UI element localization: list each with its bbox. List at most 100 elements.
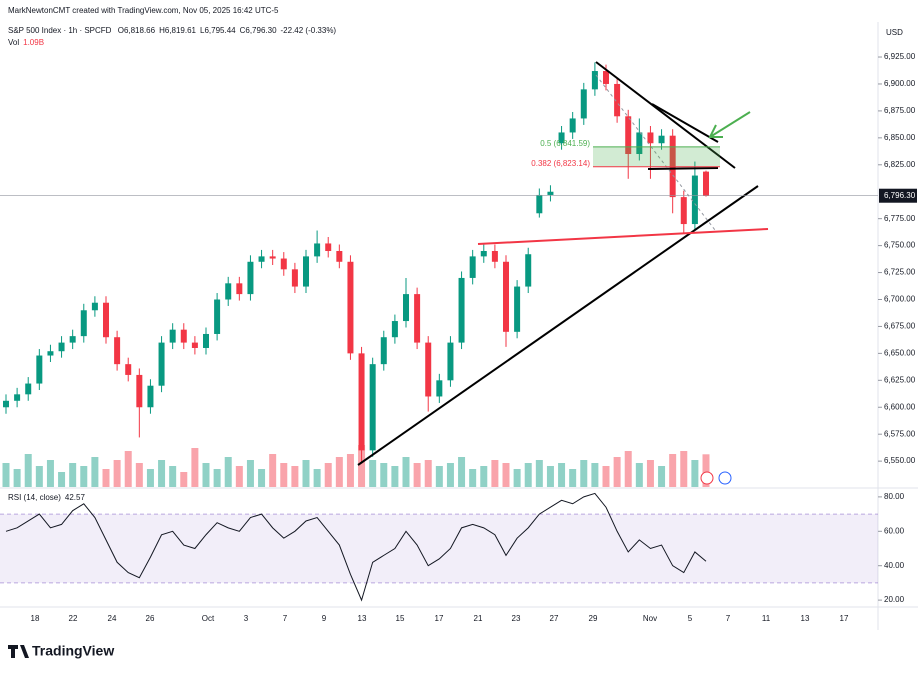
- candle-body: [336, 250, 343, 262]
- candle-body: [380, 337, 387, 365]
- volume-bar: [558, 463, 566, 487]
- volume-bar: [235, 466, 243, 487]
- rsi-tick-label: 60.00: [884, 526, 905, 535]
- ohlc-value: 6,796.30: [245, 26, 277, 35]
- candle-body: [225, 283, 232, 300]
- volume-bar: [402, 457, 410, 487]
- rsi-tick-label: 80.00: [884, 492, 905, 501]
- x-tick-label: 23: [512, 614, 521, 623]
- event-icon[interactable]: [700, 471, 714, 485]
- x-tick-label: 29: [589, 614, 598, 623]
- x-tick-label: 13: [801, 614, 810, 623]
- candle-body: [547, 191, 554, 195]
- candle-body: [325, 243, 332, 251]
- volume-bar: [302, 460, 310, 487]
- volume-legend: Vol 1.09B: [8, 38, 44, 47]
- volume-bar: [158, 460, 166, 487]
- candle-body: [258, 256, 265, 262]
- x-tick-label: Oct: [202, 614, 215, 623]
- candle-body: [25, 383, 32, 395]
- volume-bar: [35, 466, 43, 487]
- volume-bar: [146, 469, 154, 487]
- candle-body: [303, 256, 309, 287]
- volume-bar: [380, 463, 388, 487]
- rsi-tick-label: 40.00: [884, 561, 905, 570]
- volume-bar: [435, 466, 443, 487]
- y-tick-label: 6,675.00: [884, 322, 916, 331]
- volume-bar: [702, 454, 710, 487]
- volume-bar: [646, 460, 654, 487]
- candle-body: [703, 171, 709, 196]
- volume-bar: [335, 457, 343, 487]
- credit: MarkNewtonCMT created with TradingView.c…: [8, 6, 279, 15]
- change: -22.42 (-0.33%): [281, 26, 337, 35]
- volume-bar: [69, 463, 77, 487]
- candle-body: [136, 374, 143, 408]
- volume-bar: [569, 469, 577, 487]
- ohlc-key: C: [240, 26, 246, 35]
- x-tick-label: Nov: [643, 614, 657, 623]
- volume-bar: [580, 460, 588, 487]
- ohlc-value: 6,818.66: [124, 26, 156, 35]
- x-tick-label: 21: [474, 614, 483, 623]
- footer: [0, 633, 918, 673]
- candle-body: [491, 250, 498, 262]
- candle-body: [3, 400, 9, 408]
- candle-body: [369, 364, 376, 451]
- candle-body: [469, 256, 476, 278]
- x-tick-label: 26: [146, 614, 155, 623]
- y-tick-label: 6,775.00: [884, 214, 916, 223]
- volume-bar: [80, 466, 88, 487]
- ohlc-value: 6,795.44: [204, 26, 236, 35]
- candle-body: [236, 283, 243, 295]
- fib-label: 0.382 (6,823.14): [531, 159, 590, 168]
- candle-body: [414, 294, 421, 343]
- x-tick-label: 5: [688, 614, 693, 623]
- volume-bar: [280, 463, 288, 487]
- candle-body: [636, 132, 643, 155]
- rsi-tick-label: 20.00: [884, 595, 905, 604]
- candle-body: [569, 118, 576, 133]
- candle-body: [391, 321, 398, 338]
- volume-bar: [213, 469, 221, 487]
- candle-body: [647, 132, 654, 144]
- trendline: [651, 103, 719, 143]
- rsi-band-layer: [0, 513, 878, 584]
- volume-bar: [469, 469, 477, 487]
- brand: TradingView: [32, 643, 114, 659]
- trendline: [595, 61, 736, 169]
- volume-bar: [613, 457, 621, 487]
- y-tick-label: 6,825.00: [884, 160, 916, 169]
- symbol: S&P 500 Index · 1h · SPCFD: [8, 26, 112, 35]
- candle-body: [247, 261, 254, 295]
- volume-name: Vol: [8, 38, 19, 47]
- candle-body: [69, 336, 76, 343]
- x-tick-label: 11: [762, 614, 771, 623]
- volume-bar: [358, 445, 366, 487]
- volume-bar: [369, 460, 377, 487]
- volume-bar: [669, 454, 677, 487]
- candle-body: [114, 337, 121, 365]
- candle-body: [36, 355, 43, 384]
- ohlc-key: O: [118, 26, 124, 35]
- arrow-head: [708, 124, 723, 138]
- volume-bar: [446, 463, 454, 487]
- volume-last: 1.09B: [23, 38, 44, 47]
- candle-body: [125, 364, 132, 375]
- volume-bar: [691, 460, 699, 487]
- volume-bar: [424, 460, 432, 487]
- event-icon[interactable]: [718, 471, 732, 485]
- candle-body: [169, 329, 176, 343]
- candle-body: [347, 261, 354, 354]
- candle-body: [80, 310, 87, 337]
- x-tick-label: 7: [283, 614, 288, 623]
- candle-body: [280, 258, 287, 270]
- y-tick-label: 6,700.00: [884, 295, 916, 304]
- candle-body: [91, 302, 98, 311]
- volume-bar: [346, 454, 354, 487]
- volume-bar: [113, 460, 121, 487]
- fib-label: 0.5 (6,841.59): [540, 139, 590, 148]
- rsi-line: [5, 492, 707, 602]
- candle-body: [658, 135, 665, 144]
- volume-bar: [591, 463, 599, 487]
